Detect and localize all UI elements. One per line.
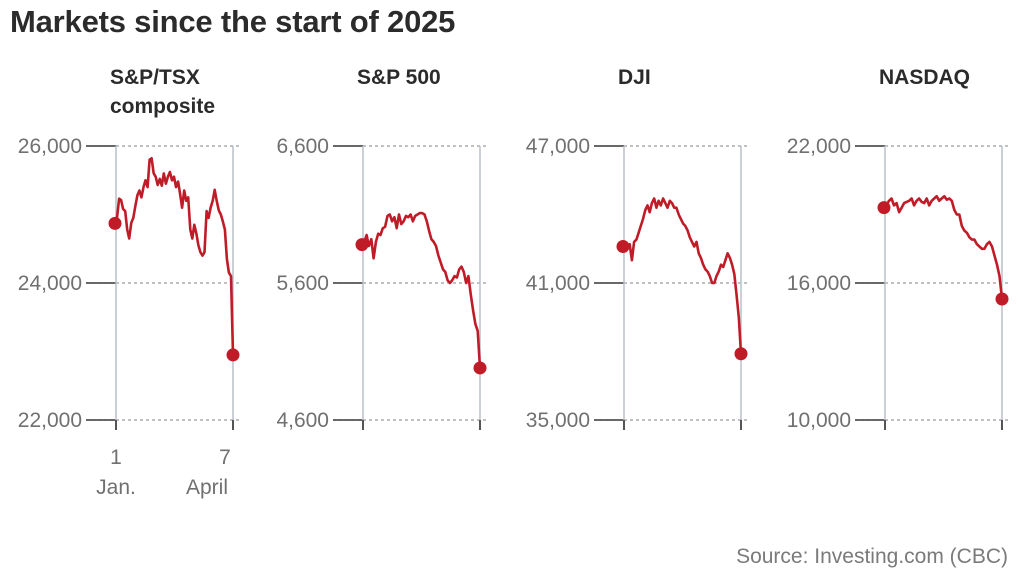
y-tick-label: 6,600 — [276, 135, 329, 158]
chart-title: Markets since the start of 2025 — [10, 4, 456, 39]
series-line — [361, 211, 482, 368]
panel-title: NASDAQ — [879, 66, 970, 89]
y-tick-label: 41,000 — [526, 272, 590, 295]
source-note: Source: Investing.com (CBC) — [736, 545, 1008, 568]
start-point-marker — [108, 216, 122, 230]
start-point-marker — [877, 201, 891, 215]
y-tick-label: 35,000 — [526, 409, 590, 432]
y-tick-label: 5,600 — [276, 272, 329, 295]
x-tick-label-start-month: Jan. — [96, 476, 136, 499]
y-tick-label: 47,000 — [526, 135, 590, 158]
y-tick-label: 16,000 — [787, 272, 851, 295]
x-tick-label-end-day: 7 — [219, 446, 231, 469]
series-line — [113, 157, 235, 355]
panel-title: S&P 500 — [357, 66, 441, 89]
y-tick-label: 10,000 — [787, 409, 851, 432]
end-point-marker — [226, 348, 240, 362]
y-tick-label: 22,000 — [787, 135, 851, 158]
x-tick-label-start-day: 1 — [110, 446, 122, 469]
panel-title: S&P/TSX — [110, 66, 200, 89]
series-line — [883, 194, 1004, 300]
y-tick-label: 4,600 — [276, 409, 329, 432]
panel-title: DJI — [618, 66, 651, 89]
x-tick-label-end-month: April — [186, 476, 228, 499]
end-point-marker — [995, 292, 1009, 306]
start-point-marker — [355, 238, 369, 252]
y-tick-label: 26,000 — [18, 135, 82, 158]
y-tick-label: 22,000 — [18, 409, 82, 432]
start-point-marker — [616, 239, 630, 253]
panel-title: composite — [110, 95, 215, 118]
end-point-marker — [734, 347, 748, 361]
y-tick-label: 24,000 — [18, 272, 82, 295]
end-point-marker — [473, 361, 487, 375]
series-line — [622, 197, 743, 354]
